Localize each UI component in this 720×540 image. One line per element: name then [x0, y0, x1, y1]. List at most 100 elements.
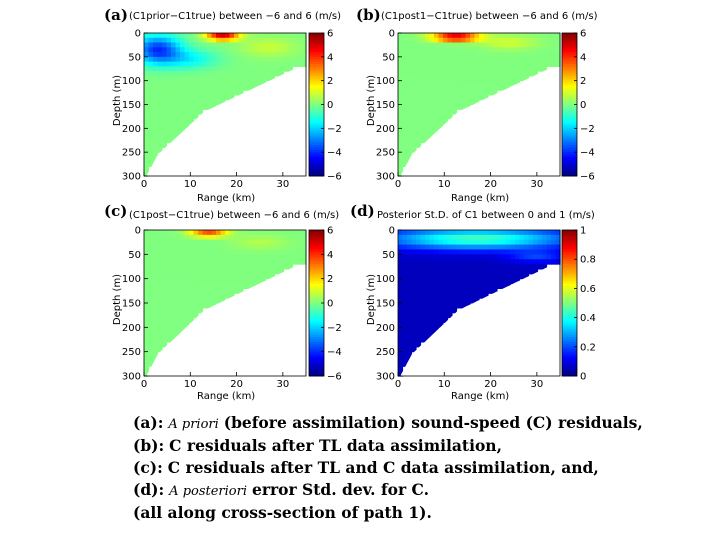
heatmap-cell — [238, 264, 244, 270]
heatmap-cell — [425, 317, 431, 324]
heatmap-cell — [420, 99, 426, 106]
heatmap-cell — [193, 268, 199, 275]
heatmap-cell — [247, 37, 253, 44]
heatmap-cell — [301, 254, 307, 260]
heatmap-cell — [229, 80, 235, 87]
heatmap-cell — [488, 249, 494, 255]
heatmap-cell — [447, 259, 453, 265]
heatmap-cell — [479, 85, 485, 91]
heatmap-cell — [402, 244, 408, 251]
heatmap-cell — [220, 278, 226, 285]
heatmap-cell — [479, 47, 485, 53]
heatmap-cell — [474, 293, 480, 299]
heatmap-cell — [148, 327, 154, 333]
heatmap-cell — [402, 254, 408, 260]
colorbar-step — [562, 283, 577, 287]
heatmap-cell — [274, 268, 280, 275]
heatmap-cell — [171, 312, 177, 319]
heatmap-cell — [297, 37, 303, 44]
colorbar-step — [562, 244, 577, 248]
heatmap-cell — [148, 283, 154, 289]
heatmap-cell — [171, 56, 177, 63]
heatmap-cell — [144, 161, 150, 168]
heatmap-cell — [166, 259, 172, 265]
heatmap-cell — [510, 66, 516, 72]
heatmap-cell — [189, 239, 195, 246]
heatmap-cell — [519, 71, 525, 77]
heatmap-cell — [488, 85, 494, 91]
heatmap-cell — [283, 61, 289, 67]
colorbar-step — [562, 346, 577, 350]
heatmap-cell — [157, 71, 163, 77]
heatmap-cell — [234, 85, 240, 91]
heatmap-cell — [434, 71, 440, 77]
heatmap-cell — [193, 66, 199, 72]
heatmap-cell — [153, 293, 159, 299]
colorbar-step — [562, 161, 577, 165]
heatmap-cell — [416, 137, 422, 144]
heatmap-cell — [184, 33, 190, 39]
colorbar-step — [562, 128, 577, 132]
heatmap-cell — [555, 47, 561, 53]
heatmap-cell — [216, 33, 222, 39]
heatmap-cell — [474, 37, 480, 44]
heatmap-cell — [492, 230, 498, 236]
heatmap-cell — [434, 47, 440, 53]
heatmap-cell — [519, 52, 525, 58]
heatmap-cell — [443, 94, 449, 101]
heatmap-cell — [398, 337, 404, 343]
colorbar-tick-label: 6 — [327, 226, 333, 237]
colorbar-step — [309, 366, 324, 370]
heatmap-cell — [252, 80, 258, 87]
heatmap-cell — [555, 52, 561, 58]
heatmap-cell — [270, 268, 276, 275]
heatmap-cell — [497, 61, 503, 67]
heatmap-cell — [162, 75, 168, 82]
heatmap-cell — [425, 273, 431, 280]
heatmap-cell — [238, 244, 244, 251]
heatmap-cell — [429, 90, 435, 96]
heatmap-cell — [162, 66, 168, 72]
heatmap-cell — [202, 254, 208, 260]
heatmap-cell — [189, 52, 195, 58]
heatmap-cell — [555, 249, 561, 255]
heatmap-cell — [193, 37, 199, 44]
colorbar-step — [309, 90, 324, 94]
heatmap-cell — [261, 249, 267, 255]
heatmap-cell — [443, 254, 449, 260]
heatmap-cell — [265, 42, 271, 48]
colorbar-step — [562, 234, 577, 238]
heatmap-cell — [207, 80, 213, 87]
heatmap-cell — [211, 283, 217, 289]
heatmap-cell — [162, 42, 168, 48]
heatmap-cell — [216, 244, 222, 251]
heatmap-cell — [148, 273, 154, 280]
colorbar-step — [562, 80, 577, 84]
heatmap-cell — [193, 109, 199, 115]
heatmap-cell — [438, 259, 444, 265]
heatmap-cell — [297, 42, 303, 48]
heatmap-cell — [515, 234, 521, 241]
colorbar-step — [562, 232, 577, 236]
heatmap-cell — [425, 56, 431, 63]
heatmap-cell — [148, 264, 154, 270]
heatmap-cell — [398, 239, 404, 246]
heatmap-cell — [144, 114, 150, 120]
heatmap-cell — [207, 104, 213, 110]
heatmap-cell — [492, 244, 498, 251]
heatmap-cell — [148, 351, 154, 358]
heatmap-cell — [292, 259, 298, 265]
colorbar-step — [562, 61, 577, 65]
heatmap-cell — [162, 80, 168, 87]
heatmap-cell — [216, 278, 222, 285]
heatmap-cell — [270, 52, 276, 58]
heatmap-cell — [283, 52, 289, 58]
heatmap-cell — [438, 303, 444, 309]
heatmap-cell — [438, 293, 444, 299]
heatmap-cell — [166, 71, 172, 77]
heatmap-cell — [447, 288, 453, 294]
heatmap-cell — [425, 234, 431, 241]
heatmap-cell — [171, 42, 177, 48]
colorbar-step — [562, 37, 577, 41]
